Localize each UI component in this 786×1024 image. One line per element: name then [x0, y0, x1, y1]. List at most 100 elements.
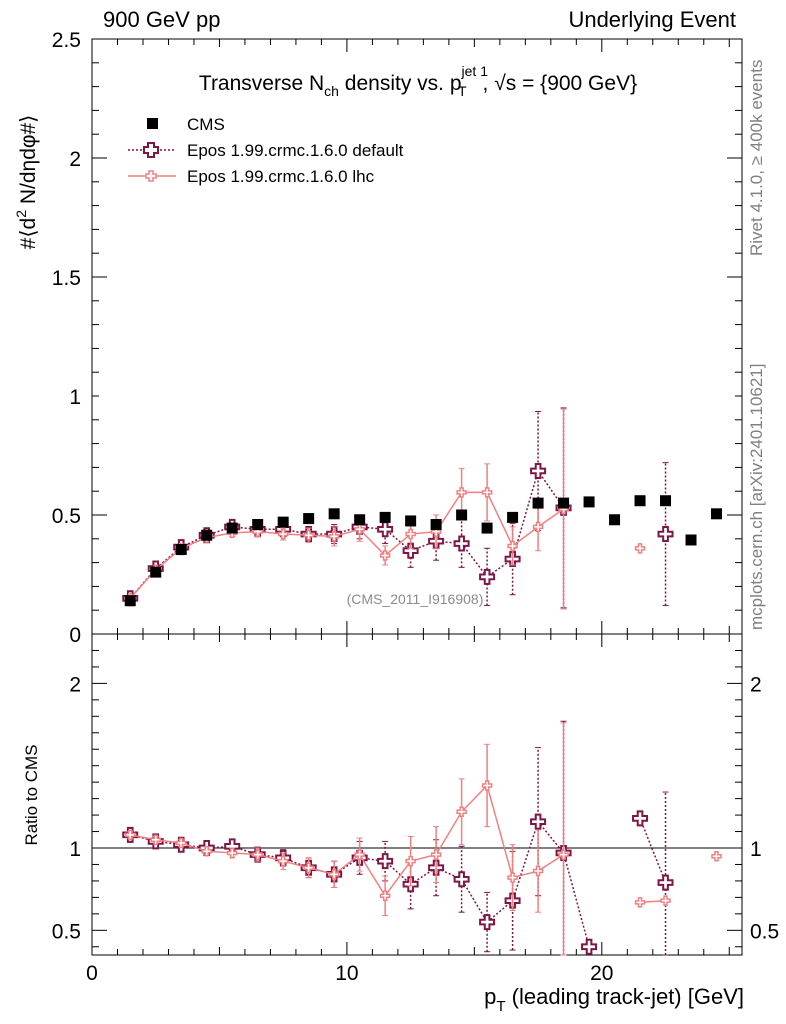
chart-title: Transverse Nch density vs. pjet 1 T , √s =…	[199, 63, 637, 99]
cms-point	[303, 513, 315, 525]
xlabel-p: p	[484, 984, 496, 1009]
cms-point	[405, 515, 417, 527]
x-tick-label: 10	[335, 962, 358, 985]
default-point	[453, 535, 470, 552]
ratio-default-line	[639, 818, 667, 883]
chart-frames	[91, 38, 743, 956]
x-axis-label: pT (leading track-jet) [GeV]	[484, 984, 744, 1015]
ratio-y-tick-label-right: 2	[750, 673, 762, 696]
ylabel-pre: #⟨d	[17, 218, 40, 250]
lhc-point	[456, 487, 467, 498]
ratio-default-point	[581, 938, 598, 955]
cms-point	[685, 534, 697, 546]
legend-label-cms: CMS	[187, 115, 225, 134]
lhc-point	[532, 521, 544, 533]
side-label-mcplots: mcplots.cern.ch [arXiv:2401.10621]	[747, 363, 766, 630]
cms-point	[175, 544, 187, 556]
ratio-lhc-point	[405, 855, 416, 867]
ratio-default-point	[453, 871, 470, 888]
main-panel-data	[122, 407, 723, 610]
ratio-y-tick-label: 1	[69, 838, 81, 861]
ratio-panel-frame	[91, 633, 743, 956]
cms-point	[124, 595, 136, 607]
cms-point	[354, 514, 366, 526]
lhc-point	[328, 531, 340, 542]
ratio-lhc-point	[226, 847, 238, 859]
cms-point	[226, 522, 238, 534]
legend-label-lhc: Epos 1.99.crmc.1.6.0 lhc	[187, 167, 375, 186]
legend-marker-cms	[147, 118, 158, 129]
xlabel-sub: T	[496, 998, 505, 1015]
cms-point	[277, 516, 289, 528]
title-sub-ch: ch	[324, 83, 339, 99]
ratio-default-point	[377, 853, 394, 870]
ratio-panel-data	[122, 720, 722, 956]
axis-ticks	[91, 38, 742, 955]
lhc-point	[634, 543, 646, 554]
cms-point	[201, 529, 213, 541]
lhc-point	[252, 526, 263, 537]
legend-marker-lhc	[145, 170, 157, 182]
ratio-lhc-point	[277, 855, 289, 867]
ratio-lhc-point	[481, 780, 493, 791]
x-tick-label: 20	[590, 962, 613, 985]
lhc-point	[277, 528, 289, 540]
cms-point	[660, 495, 672, 507]
side-label-rivet: Rivet 4.1.0, ≥ 400k events	[747, 59, 766, 256]
default-point	[530, 462, 547, 479]
ratio-lhc-point	[711, 850, 722, 862]
xlabel-rest: (leading track-jet) [GeV]	[506, 984, 744, 1009]
ratio-lhc-point	[507, 872, 518, 883]
legend: CMS Epos 1.99.crmc.1.6.0 default Epos 1.…	[128, 115, 404, 186]
ratio-default-point	[657, 874, 674, 891]
ratio-lhc-point	[379, 890, 391, 901]
ratio-lhc-point	[175, 837, 187, 849]
y-tick-label: 0.5	[52, 505, 81, 528]
ratio-lhc-point	[303, 862, 314, 874]
y-tick-label: 2.5	[52, 29, 81, 52]
ylabel-sup: 2	[13, 210, 29, 218]
ratio-lhc-point	[124, 829, 136, 841]
y-tick-label: 0	[69, 624, 81, 647]
cms-point	[711, 508, 723, 520]
y-tick-label: 2	[69, 148, 81, 171]
cms-point	[507, 511, 519, 523]
y-axis-label: #⟨d2 N/dηdφ#⟩	[13, 115, 40, 250]
cms-point	[609, 514, 621, 526]
ratio-y-tick-label-right: 0.5	[750, 920, 779, 943]
lhc-point	[405, 528, 416, 540]
legend-item-default: Epos 1.99.crmc.1.6.0 default	[128, 141, 404, 160]
cms-point	[532, 497, 544, 509]
ratio-lhc-point	[532, 865, 544, 877]
lhc-line	[129, 491, 564, 599]
legend-item-lhc: Epos 1.99.crmc.1.6.0 lhc	[128, 167, 375, 186]
ratio-lhc-point	[354, 849, 365, 860]
ratio-y-tick-label: 0.5	[52, 920, 81, 943]
title-part-b: density vs. p	[339, 72, 462, 95]
ratio-lhc-point	[456, 806, 467, 818]
legend-item-cms: CMS	[147, 115, 225, 134]
y-tick-label: 1.5	[52, 267, 81, 290]
title-sup-jet: jet 1	[461, 63, 489, 79]
header-left-label: 900 GeV pp	[103, 7, 221, 32]
lhc-point	[303, 529, 314, 541]
cms-point	[481, 522, 493, 534]
ratio-y-tick-label-right: 1	[750, 838, 762, 861]
default-point	[657, 526, 674, 543]
lhc-point	[481, 487, 493, 498]
ratio-lhc-point	[660, 895, 671, 906]
ylabel-post: N/dηdφ#⟩	[17, 115, 40, 210]
cms-point	[252, 519, 264, 531]
default-point	[479, 568, 496, 585]
cms-point	[430, 519, 442, 531]
ratio-lhc-point	[252, 849, 263, 860]
ratio-default-point	[479, 914, 496, 931]
y-tick-label: 1	[69, 386, 81, 409]
ratio-lhc-point	[634, 897, 646, 908]
cms-point	[558, 497, 570, 509]
ratio-default-point	[632, 810, 649, 827]
lhc-point	[354, 524, 365, 535]
legend-label-default: Epos 1.99.crmc.1.6.0 default	[187, 141, 404, 160]
lhc-point	[430, 526, 442, 537]
